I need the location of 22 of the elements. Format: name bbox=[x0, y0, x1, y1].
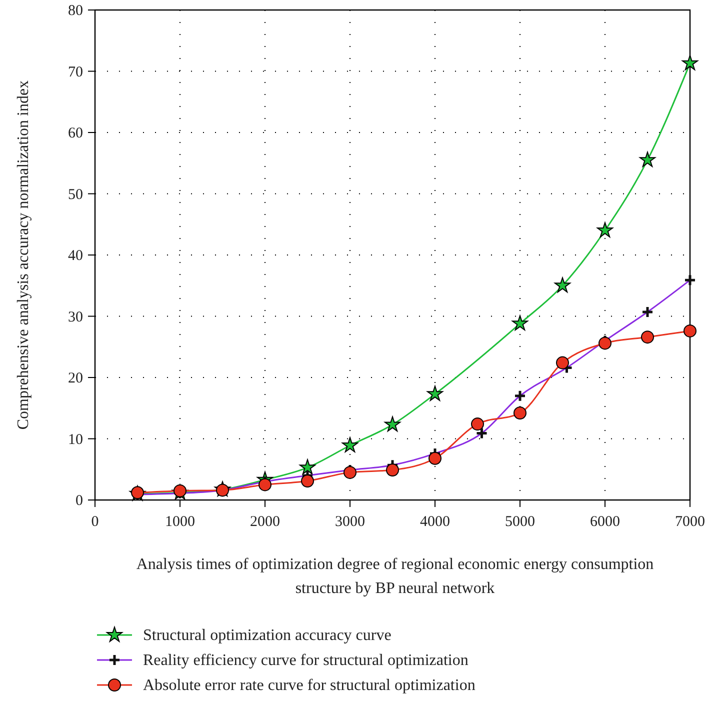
y-axis-title: Comprehensive analysis accuracy normalization index bbox=[15, 80, 32, 430]
y-tick-label: 0 bbox=[76, 493, 83, 509]
y-tick-label: 30 bbox=[68, 309, 83, 326]
x-tick-label: 2000 bbox=[250, 514, 280, 530]
x-tick-label: 7000 bbox=[675, 514, 705, 530]
legend-label: Absolute error rate curve for structural optimization bbox=[143, 677, 476, 694]
x-tick-label: 1000 bbox=[165, 514, 195, 530]
y-tick-label: 80 bbox=[68, 3, 83, 19]
y-tick-label: 20 bbox=[68, 370, 83, 386]
y-tick-label: 70 bbox=[68, 64, 83, 80]
legend-label: Reality efficiency curve for structural optimization bbox=[143, 652, 468, 669]
y-tick-label: 40 bbox=[68, 248, 83, 264]
y-tick-label: 10 bbox=[68, 432, 83, 448]
y-tick-label: 50 bbox=[68, 186, 83, 203]
x-tick-label: 6000 bbox=[590, 514, 620, 530]
y-tick-label: 60 bbox=[68, 126, 83, 142]
x-tick-label: 0 bbox=[91, 514, 99, 530]
x-tick-label: 4000 bbox=[420, 514, 450, 530]
x-tick-label: 5000 bbox=[505, 514, 535, 530]
x-axis-title: Analysis times of optimization degree of regional economic energy consumption structure by BP neural network bbox=[135, 555, 655, 599]
x-tick-label: 3000 bbox=[335, 514, 365, 530]
legend-label: Structural optimization accuracy curve bbox=[143, 627, 392, 644]
